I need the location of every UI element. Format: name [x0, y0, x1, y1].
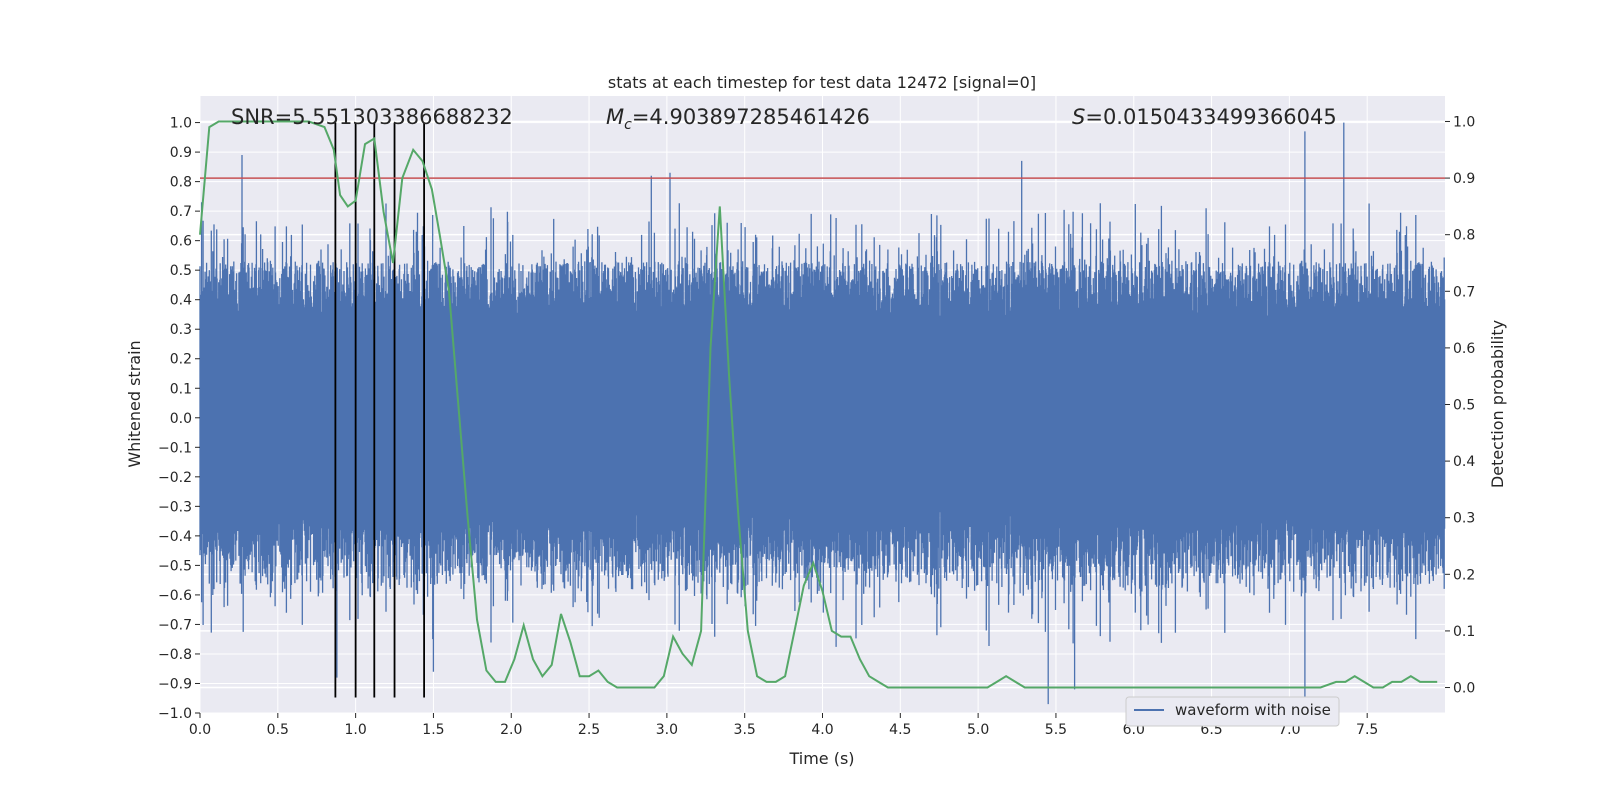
x-tick-label: 5.0 [967, 722, 989, 738]
x-tick-label: 1.0 [344, 722, 366, 738]
x-tick-label: 3.5 [734, 722, 756, 738]
y-tick-label: −1.0 [158, 706, 192, 722]
y-tick-label: 0.7 [170, 204, 192, 220]
y-tick-label: −0.6 [158, 588, 192, 604]
y-right-tick-label: 0.4 [1453, 454, 1475, 470]
x-tick-label: 4.0 [811, 722, 833, 738]
waveform-trace [199, 122, 1446, 708]
y-tick-label: 0.1 [170, 381, 192, 397]
s-symbol: S [1072, 105, 1085, 129]
y-right-tick-label: 0.2 [1453, 567, 1475, 583]
vertical-lines [334, 122, 426, 698]
y-tick-label: 0.3 [170, 322, 192, 338]
y-tick-label: −0.3 [158, 499, 192, 515]
mc-symbol: M [606, 105, 624, 129]
x-axis-label: Time (s) [788, 749, 854, 768]
y-tick-label: 0.0 [170, 411, 192, 427]
y-right-tick-label: 0.7 [1453, 284, 1475, 300]
y-tick-label: 0.2 [170, 352, 192, 368]
y-right-tick-label: 0.8 [1453, 228, 1475, 244]
y-right-tick-label: 0.6 [1453, 341, 1475, 357]
x-tick-label: 0.5 [267, 722, 289, 738]
y-right-tick-label: 0.0 [1453, 681, 1475, 697]
y-tick-label: 1.0 [170, 116, 192, 132]
y-right-tick-label: 0.9 [1453, 171, 1475, 187]
legend-entry-waveform: waveform with noise [1175, 701, 1331, 719]
x-tick-label: 7.5 [1356, 722, 1378, 738]
y-tick-label: −0.1 [158, 440, 192, 456]
y-tick-label: 0.9 [170, 145, 192, 161]
y-tick-label: −0.8 [158, 647, 192, 663]
y-tick-label: −0.5 [158, 558, 192, 574]
y-tick-label: −0.9 [158, 676, 192, 692]
legend-box [1125, 696, 1340, 727]
y-tick-label: −0.2 [158, 470, 192, 486]
y-tick-label: 0.4 [170, 293, 192, 309]
y-tick-label: −0.7 [158, 617, 192, 633]
y-axis-label: Whitened strain [125, 340, 144, 467]
legend: waveform with noise [1125, 696, 1340, 727]
snr-annotation: SNR=5.551303386688232 [231, 105, 513, 129]
x-tick-label: 2.5 [578, 722, 600, 738]
x-tick-label: 4.5 [889, 722, 911, 738]
x-tick-label: 0.0 [189, 722, 211, 738]
chart-title: stats at each timestep for test data 124… [608, 73, 1036, 92]
y-right-tick-label: 0.3 [1453, 511, 1475, 527]
y-tick-label: 0.5 [170, 263, 192, 279]
y-right-tick-label: 1.0 [1453, 114, 1475, 130]
y-right-tick-label: 0.5 [1453, 398, 1475, 414]
y-tick-label: 0.6 [170, 234, 192, 250]
mc-subscript: c [624, 117, 632, 133]
waveform-series [199, 122, 1446, 708]
y-axis-right-ticks: 0.0 0.1 0.2 0.3 0.4 0.5 0.6 0.7 0.8 0.9 1.0 [1445, 114, 1475, 697]
mc-value: =4.903897285461426 [632, 105, 870, 129]
y-tick-label: 0.8 [170, 175, 192, 191]
detection-probability-line [199, 120, 1438, 689]
y-axis-ticks: −1.0 −0.9 −0.8 −0.7 −0.6 −0.5 −0.4 −0.3 −0.2 −0.1… [158, 116, 200, 722]
x-tick-label: 3.0 [656, 722, 678, 738]
x-tick-label: 5.5 [1045, 722, 1067, 738]
x-tick-label: 2.0 [500, 722, 522, 738]
mc-annotation: Mc=4.903897285461426 [606, 105, 870, 133]
y-axis-right-label: Detection probability [1488, 320, 1507, 488]
y-right-tick-label: 0.1 [1453, 624, 1475, 640]
x-tick-label: 1.5 [422, 722, 444, 738]
s-annotation: S=0.0150433499366045 [1072, 105, 1337, 129]
y-tick-label: −0.4 [158, 529, 192, 545]
s-value: =0.0150433499366045 [1085, 105, 1336, 129]
